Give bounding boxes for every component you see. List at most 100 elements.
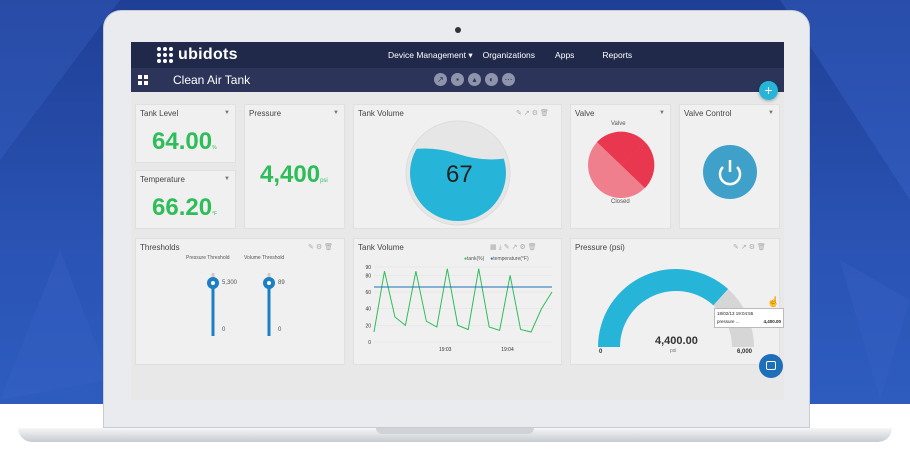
slider-label-volume: Volume Threshold [244,255,285,261]
ubidots-logo[interactable]: ubidots [157,46,238,64]
widget-tank-volume-chart: Tank Volume ▦⤓✎↗⚙🗑 ●tank(%) ●temperature… [353,238,562,365]
valve-label-bottom: Closed [611,199,630,205]
tooltip-time: 18/02/13 19:04:55 [717,311,754,316]
widget-menu-icon[interactable]: ▼ [333,110,339,116]
series-line-0 [373,268,553,333]
widget-title: Tank Volume [358,109,404,118]
chat-icon [766,361,776,370]
logo-dots-icon [157,47,173,63]
dashboard-screen: ubidots Device Management ▾ Organization… [131,42,784,400]
gauge-max: 6,000 [737,349,753,355]
laptop-camera [455,27,461,33]
settings-icon[interactable]: ◐ [485,73,498,86]
y-tick-label: 80 [365,273,371,279]
widget-tools-icon[interactable]: ✎↗⚙🗑 [516,110,551,117]
widget-menu-icon[interactable]: ▼ [659,110,665,116]
threshold-sliders [207,273,275,336]
legend-item-temperature[interactable]: ●temperature(°F) [490,256,529,262]
dashboard-header: Clean Air Tank ↗ ▪ ▴ ◐ ⋯ [131,68,784,92]
nav-reports[interactable]: Reports [602,50,633,60]
valve-slice-open-top [597,131,645,165]
gauge-value: 4,400.00 [655,335,698,347]
volume-threshold-value: 89 [278,280,285,286]
chat-support-button[interactable] [759,354,783,378]
widget-tools-icon[interactable]: ✎↗⚙🗑 [733,244,768,251]
volume-threshold-min: 0 [278,327,282,333]
y-tick-label: 60 [365,290,371,296]
tooltip-value: 4,400.00 [763,319,781,324]
x-tick-label: 19:03 [439,347,452,353]
dashboards-menu-icon[interactable] [138,75,148,85]
valve-power-button[interactable] [703,145,757,199]
gauge-fill [598,269,729,347]
widget-tools-icon[interactable]: ▦⤓✎↗⚙🗑 [490,244,539,251]
tank-level-number: 64.00 [152,128,213,155]
temperature-number: 66.20 [152,194,213,221]
legend-temperature-label: temperature(°F) [493,256,529,262]
tank-graphic [405,120,511,226]
top-navbar: ubidots Device Management ▾ Organization… [131,42,784,68]
valve-pie [588,131,655,198]
gauge-unit: psi [670,348,677,354]
add-widget-button[interactable]: + [759,81,778,100]
filter-icon[interactable]: ▴ [468,73,481,86]
valve-slice-open [621,142,655,188]
widget-valve: Valve ▼ Valve Closed [570,104,671,229]
tank-level-unit: % [212,145,217,151]
widget-title: Valve Control [684,109,732,118]
temperature-value: 66.20°F [152,194,217,222]
pressure-threshold-value: 5,300 [222,280,238,286]
x-tick-label: 19:04 [501,347,514,353]
lock-icon[interactable]: ▪ [451,73,464,86]
widget-title: Tank Volume [358,243,404,252]
dashboard-title: Clean Air Tank [173,73,251,87]
chart-legend: ●tank(%) ●temperature(°F) [464,256,529,262]
pressure-threshold-min: 0 [222,327,226,333]
widget-title: Pressure (psi) [575,243,625,252]
widget-thresholds: Thresholds ✎⚙🗑 Pressure Threshold Volume… [135,238,345,365]
nav-apps[interactable]: Apps [555,50,575,60]
pressure-unit: psi [320,178,328,184]
cursor-icon: ☝ [767,297,780,308]
power-icon [718,160,742,186]
widget-tank-level: Tank Level ▼ 64.00% [135,104,236,163]
gauge-min: 0 [599,349,603,355]
pressure-value: 4,400psi [260,161,328,189]
laptop-base [18,428,892,442]
logo-text: ubidots [178,46,238,63]
tank-level-value: 64.00% [152,128,217,156]
pressure-number: 4,400 [260,161,321,188]
y-tick-label: 20 [365,323,371,329]
widget-title: Tank Level [140,109,179,118]
nav-device-management[interactable]: Device Management ▾ [388,50,473,60]
legend-item-tank[interactable]: ●tank(%) [464,256,485,262]
widget-tank-volume: Tank Volume ✎↗⚙🗑 67 [353,104,562,229]
widget-title: Valve [575,109,595,118]
widget-title: Temperature [140,175,185,184]
y-tick-label: 0 [368,340,371,346]
tooltip-label: pressure ... [717,319,740,324]
widget-pressure-gauge: Pressure (psi) ✎↗⚙🗑 4,400.00 psi 0 6,000… [570,238,784,365]
widget-pressure: Pressure ▼ 4,400psi [244,104,345,229]
y-tick-label: 90 [365,265,371,271]
widget-temperature: Temperature ▼ 66.20°F [135,170,236,229]
main-nav: Device Management ▾ Organizations Apps R… [388,50,642,61]
widget-menu-icon[interactable]: ▼ [768,110,774,116]
dashboard-toolbar: ↗ ▪ ▴ ◐ ⋯ [434,73,515,86]
widget-title: Thresholds [140,243,180,252]
temperature-unit: °F [212,211,218,217]
widget-title: Pressure [249,109,282,118]
gauge-tooltip: 18/02/13 19:04:55 pressure ... 4,400.00 [714,308,784,328]
widget-menu-icon[interactable]: ▼ [224,176,230,182]
tank-volume-line-chart: 0 20 40 60 80 90 19:03 19:04 [365,265,553,353]
share-icon[interactable]: ↗ [434,73,447,86]
slider-label-pressure: Pressure Threshold [186,255,230,261]
widget-menu-icon[interactable]: ▼ [224,110,230,116]
laptop-notch [376,428,534,434]
widget-tools-icon[interactable]: ✎⚙🗑 [308,244,336,251]
more-icon[interactable]: ⋯ [502,73,515,86]
nav-organizations[interactable]: Organizations [482,50,536,60]
legend-tank-label: tank(%) [467,256,485,262]
widget-valve-control: Valve Control ▼ [679,104,780,229]
